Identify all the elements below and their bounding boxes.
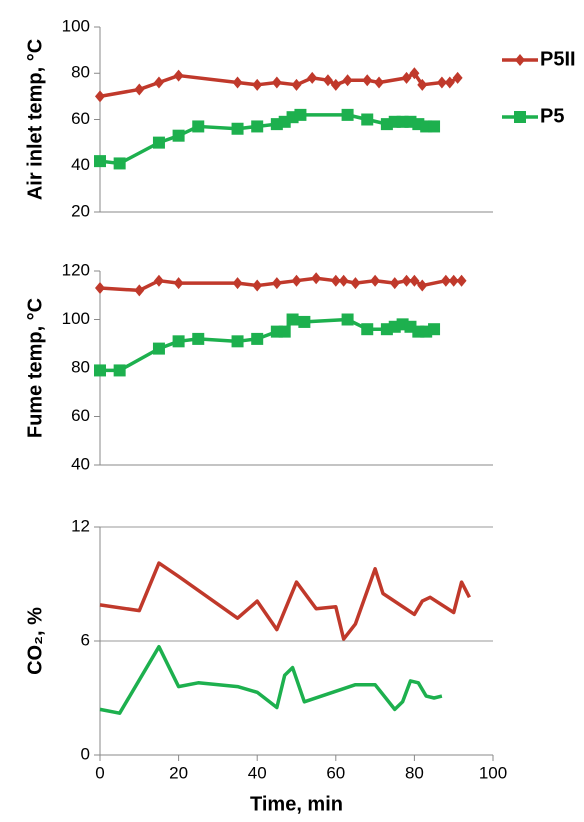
marker <box>322 74 333 87</box>
marker <box>152 342 165 355</box>
marker <box>338 274 349 287</box>
marker <box>113 157 126 170</box>
marker <box>428 120 441 133</box>
y-tick-label: 100 <box>62 309 90 328</box>
marker <box>436 76 447 89</box>
x-tick-label: 100 <box>479 763 507 782</box>
marker <box>232 277 243 290</box>
legend-marker <box>515 54 525 66</box>
marker <box>271 277 282 290</box>
marker <box>409 274 420 287</box>
marker <box>341 108 354 121</box>
marker <box>95 90 105 103</box>
y-axis-label: Fume temp, °C <box>24 298 46 438</box>
marker <box>330 274 341 287</box>
marker <box>456 274 467 287</box>
marker <box>341 313 354 326</box>
y-tick-label: 40 <box>71 155 90 174</box>
marker <box>342 74 353 87</box>
x-tick-label: 40 <box>248 763 267 782</box>
y-tick-label: 20 <box>71 201 90 220</box>
marker <box>311 272 322 285</box>
series-line <box>99 561 471 641</box>
y-tick-label: 60 <box>71 109 90 128</box>
marker <box>291 78 302 91</box>
marker <box>252 279 263 292</box>
marker <box>330 78 341 91</box>
marker <box>231 335 244 348</box>
marker <box>294 108 307 121</box>
marker <box>389 277 400 290</box>
y-axis-label: Air inlet temp, °C <box>24 39 46 200</box>
marker <box>153 76 164 89</box>
marker <box>172 129 185 142</box>
marker <box>452 71 463 84</box>
y-tick-label: 12 <box>71 516 90 535</box>
marker <box>251 120 264 133</box>
marker <box>350 277 361 290</box>
marker <box>173 69 184 82</box>
marker <box>95 281 105 294</box>
marker <box>252 78 263 91</box>
x-tick-label: 0 <box>95 763 104 782</box>
marker <box>409 67 420 80</box>
marker <box>401 71 412 84</box>
marker <box>307 71 318 84</box>
marker <box>362 74 373 87</box>
marker <box>291 274 302 287</box>
marker <box>94 364 106 377</box>
legend-marker <box>514 111 526 123</box>
y-tick-label: 120 <box>62 260 90 279</box>
marker <box>417 279 428 292</box>
marker <box>231 122 244 135</box>
marker <box>173 277 184 290</box>
y-tick-label: 80 <box>71 357 90 376</box>
marker <box>172 335 185 348</box>
marker <box>440 274 451 287</box>
marker <box>278 325 291 338</box>
marker <box>134 83 145 96</box>
marker <box>192 332 205 345</box>
y-axis-label: CO₂, % <box>24 607 46 675</box>
y-tick-label: 0 <box>81 744 90 763</box>
x-axis-label: Time, min <box>250 793 343 815</box>
marker <box>251 332 264 345</box>
series-line <box>99 644 443 715</box>
marker <box>94 155 106 168</box>
x-tick-label: 60 <box>326 763 345 782</box>
legend-label: P5II <box>540 48 576 70</box>
marker <box>417 78 428 91</box>
marker <box>134 284 145 297</box>
marker <box>271 76 282 89</box>
marker <box>370 274 381 287</box>
x-tick-label: 80 <box>405 763 424 782</box>
marker <box>401 274 412 287</box>
y-tick-label: 40 <box>71 454 90 473</box>
marker <box>428 323 441 336</box>
marker <box>286 313 299 326</box>
y-tick-label: 80 <box>71 63 90 82</box>
y-tick-label: 6 <box>81 630 90 649</box>
marker <box>361 323 374 336</box>
x-tick-label: 20 <box>169 763 188 782</box>
marker <box>152 136 165 149</box>
marker <box>192 120 205 133</box>
y-tick-label: 60 <box>71 406 90 425</box>
marker <box>374 76 385 89</box>
legend-label: P5 <box>540 105 564 127</box>
marker <box>153 274 164 287</box>
marker <box>444 76 455 89</box>
y-tick-label: 100 <box>62 16 90 35</box>
marker <box>113 364 126 377</box>
marker <box>298 315 311 328</box>
marker <box>361 113 374 126</box>
marker <box>232 76 243 89</box>
marker <box>448 274 459 287</box>
